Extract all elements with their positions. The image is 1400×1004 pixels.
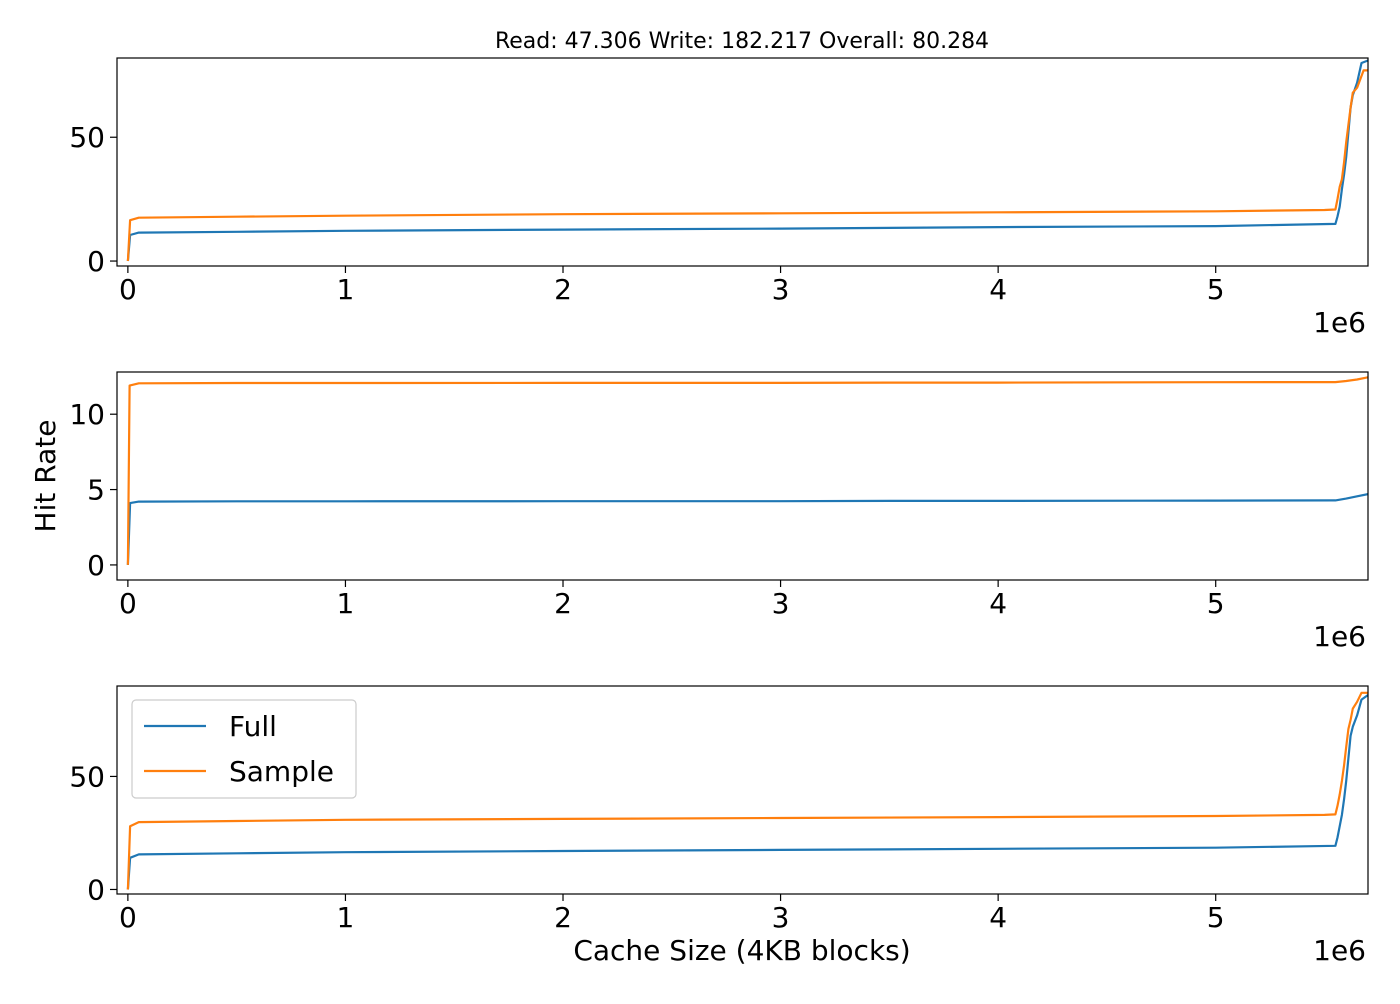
subplot-2: 0 1 2 3 4 5 1e6 0 5 10 xyxy=(69,371,1369,653)
x-axis-label: Cache Size (4KB blocks) xyxy=(573,934,910,967)
x-tick-label: 2 xyxy=(554,273,572,306)
x-tick-label: 5 xyxy=(1207,587,1225,620)
x-offset-label: 1e6 xyxy=(1313,934,1366,967)
y-tick-label: 0 xyxy=(87,873,105,906)
legend-label-full: Full xyxy=(229,710,277,743)
x-tick-label: 5 xyxy=(1207,273,1225,306)
x-tick-label: 1 xyxy=(337,901,355,934)
y-tick-label: 0 xyxy=(87,549,105,582)
x-tick-label: 4 xyxy=(989,587,1007,620)
x-tick-label: 0 xyxy=(119,587,137,620)
series-line-sample xyxy=(126,376,1368,565)
subplot-1: 0 1 2 3 4 5 1e6 0 50 xyxy=(69,57,1369,339)
legend-box xyxy=(131,699,357,799)
series-line-sample xyxy=(126,691,1368,890)
series-line-full xyxy=(126,694,1368,890)
chart-title: Read: 47.306 Write: 182.217 Overall: 80.… xyxy=(495,29,989,54)
x-tick-label: 4 xyxy=(989,901,1007,934)
series-line-sample xyxy=(126,69,1368,262)
x-tick-label: 4 xyxy=(989,273,1007,306)
x-offset-label: 1e6 xyxy=(1313,620,1366,653)
x-tick-label: 3 xyxy=(772,273,790,306)
y-axis-label: Hit Rate xyxy=(29,420,62,533)
y-tick-label: 0 xyxy=(87,245,105,278)
legend: Full Sample xyxy=(131,699,357,799)
y-tick-label: 10 xyxy=(69,398,105,431)
x-tick-label: 2 xyxy=(554,587,572,620)
plots-layer: 0 1 2 3 4 5 1e6 0 50 0 1 2 3 4 5 1e6 0 5 10 0 1 2 3 4 5 1e6 0 50 Ful… xyxy=(69,57,1369,967)
y-tick-label: 5 xyxy=(87,474,105,507)
x-tick-label: 1 xyxy=(337,273,355,306)
x-tick-label: 2 xyxy=(554,901,572,934)
x-tick-label: 3 xyxy=(772,901,790,934)
x-offset-label: 1e6 xyxy=(1313,306,1366,339)
subplot-3: 0 1 2 3 4 5 1e6 0 50 Full Sample xyxy=(69,685,1369,967)
y-tick-label: 50 xyxy=(69,760,105,793)
x-tick-label: 0 xyxy=(119,273,137,306)
x-tick-label: 0 xyxy=(119,901,137,934)
axes-frame xyxy=(116,371,1369,581)
x-tick-label: 3 xyxy=(772,587,790,620)
x-tick-label: 1 xyxy=(337,587,355,620)
x-tick-label: 5 xyxy=(1207,901,1225,934)
series-line-full xyxy=(126,59,1368,262)
y-tick-label: 50 xyxy=(69,121,105,154)
legend-label-sample: Sample xyxy=(229,755,334,788)
axes-frame xyxy=(116,57,1369,267)
series-line-full xyxy=(126,493,1368,565)
axes-frame xyxy=(116,685,1369,895)
